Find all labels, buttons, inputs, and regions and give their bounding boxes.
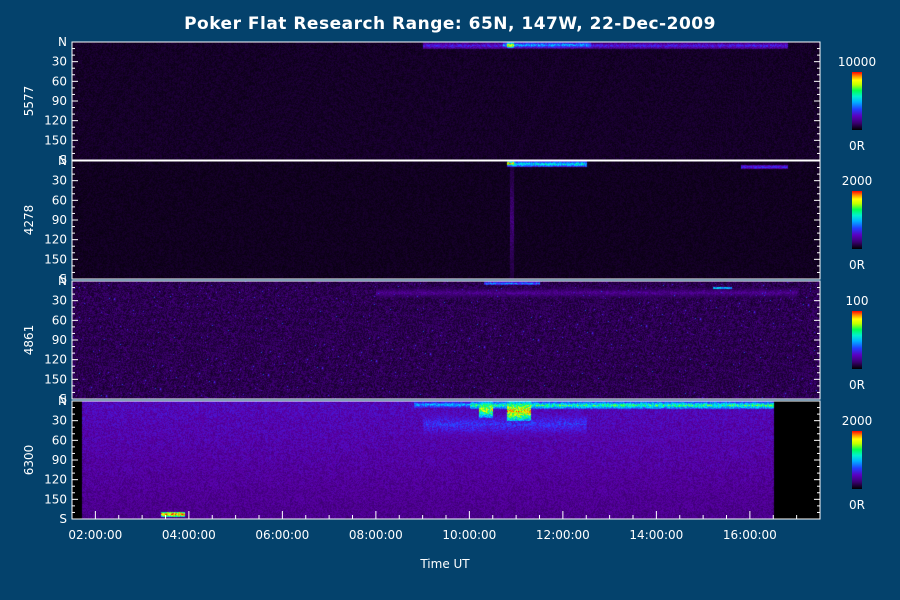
colorbar <box>852 431 862 489</box>
colorbar-min-label: 0R <box>849 378 865 392</box>
colorbar-min-label: 0R <box>849 258 865 272</box>
x-tick-label: 06:00:00 <box>255 528 309 542</box>
y-tick-label: N <box>58 394 67 408</box>
y-tick-label: 30 <box>52 414 67 428</box>
x-tick-label: 04:00:00 <box>162 528 216 542</box>
panel-5577: N 30 60 90 120 150 S 5577 10000 0R <box>22 35 876 167</box>
colorbar <box>852 72 862 130</box>
y-tick-label: 150 <box>44 372 67 386</box>
y-tick-label: S <box>59 272 67 286</box>
y-tick-label: S <box>59 512 67 526</box>
x-tick-label: 16:00:00 <box>723 528 777 542</box>
y-tick-label: 150 <box>44 492 67 506</box>
y-tick-label: 120 <box>44 114 67 128</box>
heatmap-image-5577 <box>72 42 820 160</box>
y-tick-label: 120 <box>44 473 67 487</box>
heatmap-image-4278 <box>72 161 820 279</box>
panel-label-4861: 4861 <box>22 325 36 356</box>
y-tick-label: 30 <box>52 174 67 188</box>
y-tick-label: 90 <box>52 213 67 227</box>
y-tick-label: 60 <box>52 193 67 207</box>
x-tick-label: 10:00:00 <box>442 528 496 542</box>
y-tick-label: 30 <box>52 55 67 69</box>
heatmap-image-4861 <box>72 281 820 399</box>
panel-label-4278: 4278 <box>22 205 36 236</box>
panel-label-6300: 6300 <box>22 445 36 476</box>
panels: N 30 60 90 120 150 S 5577 10000 0R N 30 60 90 120 150 S 4… <box>22 35 876 526</box>
x-tick-label: 02:00:00 <box>68 528 122 542</box>
colorbar <box>852 191 862 249</box>
panel-4278: N 30 60 90 120 150 S 4278 2000 0R <box>22 154 872 286</box>
y-tick-label: 60 <box>52 433 67 447</box>
y-tick-label: 90 <box>52 94 67 108</box>
panel-label-5577: 5577 <box>22 86 36 117</box>
x-tick-label: 14:00:00 <box>629 528 683 542</box>
y-tick-label: N <box>58 274 67 288</box>
colorbar-min-label: 0R <box>849 498 865 512</box>
y-tick-label: 150 <box>44 133 67 147</box>
colorbar <box>852 311 862 369</box>
panel-4861: N 30 60 90 120 150 S 4861 100 0R <box>22 274 868 406</box>
y-tick-label: N <box>58 35 67 49</box>
colorbar-max-label: 10000 <box>838 55 876 69</box>
colorbar-max-label: 2000 <box>842 414 873 428</box>
x-axis: 02:00:00 04:00:00 06:00:00 08:00:00 10:00:00… <box>68 511 798 542</box>
colorbar-max-label: 100 <box>846 294 869 308</box>
y-tick-label: 60 <box>52 313 67 327</box>
heatmap-image-6300 <box>72 401 820 519</box>
chart-title: Poker Flat Research Range: 65N, 147W, 22… <box>184 14 716 34</box>
y-tick-label: S <box>59 153 67 167</box>
colorbar-max-label: 2000 <box>842 174 873 188</box>
y-tick-label: S <box>59 392 67 406</box>
panel-6300: N 30 60 90 120 150 S 6300 2000 0R <box>22 394 872 526</box>
x-tick-label: 12:00:00 <box>536 528 590 542</box>
y-tick-label: 90 <box>52 333 67 347</box>
y-tick-label: 30 <box>52 294 67 308</box>
x-tick-label: 08:00:00 <box>349 528 403 542</box>
colorbar-min-label: 0R <box>849 139 865 153</box>
y-tick-label: N <box>58 154 67 168</box>
y-tick-label: 60 <box>52 74 67 88</box>
y-tick-label: 120 <box>44 353 67 367</box>
y-tick-label: 120 <box>44 233 67 247</box>
x-axis-label: Time UT <box>419 557 470 571</box>
y-tick-label: 150 <box>44 252 67 266</box>
y-tick-label: 90 <box>52 453 67 467</box>
